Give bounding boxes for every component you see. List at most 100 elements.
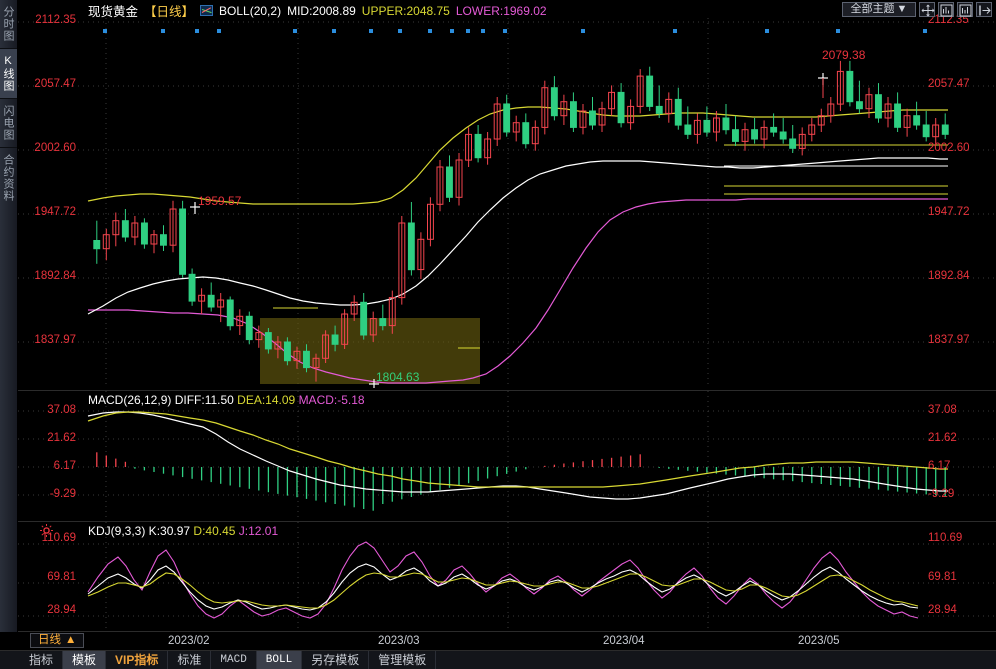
price-axis-label-left: 2057.47	[34, 78, 76, 90]
theme-select-label: 全部主题	[850, 3, 895, 15]
price-annotation-high-2: 2079.38	[822, 48, 866, 62]
bottom-item-template[interactable]: 模板	[63, 651, 107, 669]
indicator-name[interactable]: BOLL(20,2)	[219, 3, 282, 18]
date-axis-label: 2023/04	[603, 635, 645, 647]
sidebar-item-kline[interactable]: K线图	[0, 49, 17, 98]
macd-axis-label-right: -9.29	[928, 488, 955, 500]
chevron-down-icon: ▼	[896, 3, 908, 15]
price-axis-label-left: 1947.72	[34, 206, 76, 218]
macd-axis-label-left: 6.17	[53, 460, 76, 472]
kdj-axis-label-right: 69.81	[928, 571, 957, 583]
price-reference-lines	[724, 144, 948, 195]
kdj-title-main: KDJ(9,3,3) K:30.97	[88, 524, 191, 538]
fit-right-icon[interactable]	[957, 2, 973, 17]
bottom-item-boll[interactable]: BOLL	[256, 651, 303, 669]
bottom-toolbar: 指标 模板 VIP指标 标准 MACD BOLL 另存模板 管理模板	[0, 650, 996, 669]
macd-axis-label-left: -9.29	[49, 488, 76, 500]
boll-lower-line	[88, 198, 948, 384]
kdj-j-value: J:12.01	[238, 524, 279, 538]
bottom-item-manage-template[interactable]: 管理模板	[369, 651, 437, 669]
macd-diff-line	[87, 411, 948, 500]
fit-left-icon[interactable]	[938, 2, 954, 17]
kdj-axis-label-left: 110.69	[41, 532, 76, 544]
chart-header: 现货黄金 【日线】 BOLL(20,2) MID:2008.89 UPPER:2…	[18, 0, 996, 19]
kdj-axis-label-right: 28.94	[928, 604, 957, 616]
price-axis-label-right: 1892.84	[928, 270, 970, 282]
macd-value: MACD:-5.18	[298, 393, 365, 407]
price-axis-label-left: 1837.97	[34, 334, 76, 346]
macd-title-main: MACD(26,12,9) DIFF:11.50	[88, 393, 234, 407]
bottom-toolbar-spacer	[0, 651, 20, 669]
theme-select[interactable]: 全部主题 ▼	[842, 2, 916, 17]
price-axis-label-right: 2002.60	[928, 142, 970, 154]
boll-upper-value: UPPER:2048.75	[361, 3, 450, 18]
kdj-plot[interactable]	[18, 522, 996, 632]
date-axis-label: 2023/03	[378, 635, 420, 647]
symbol-name: 现货黄金	[88, 5, 139, 18]
macd-axis-label-left: 21.62	[47, 432, 76, 444]
macd-axis-label-right: 6.17	[928, 460, 951, 472]
period-selector[interactable]: 日线 ▲	[30, 633, 85, 648]
price-axis-label-right: 1947.72	[928, 206, 970, 218]
kdj-d-line	[87, 572, 919, 609]
sidebar-item-timeline[interactable]: 分时图	[2, 6, 14, 42]
kdj-pane[interactable]: KDJ(9,3,3) K:30.97 D:40.45 J:12.01	[18, 521, 996, 632]
period-selector-label: 日线	[38, 634, 61, 646]
macd-plot[interactable]	[18, 391, 996, 521]
bottom-toolbar-filler	[436, 651, 996, 669]
date-axis: 日线 ▲ 2023/02 2023/03 2023/04 2023/05	[18, 631, 996, 649]
sidebar-divider	[0, 147, 17, 148]
kdj-axis-label-left: 28.94	[47, 604, 76, 616]
macd-axis-label-left: 37.08	[47, 404, 76, 416]
caret-up-icon: ▲	[65, 634, 77, 646]
price-annotation-high-1: 1959.57	[198, 194, 242, 208]
boll-lower-value: LOWER:1969.02	[455, 3, 547, 18]
period-label: 【日线】	[144, 5, 195, 18]
candlestick-series	[93, 60, 949, 382]
price-axis-label-right: 2057.47	[928, 78, 970, 90]
sidebar-divider	[0, 48, 17, 49]
kdj-k-line	[87, 563, 919, 611]
sidebar-item-contract-info[interactable]: 合约资料	[2, 154, 14, 202]
bottom-item-save-template[interactable]: 另存模板	[302, 651, 370, 669]
macd-title: MACD(26,12,9) DIFF:11.50 DEA:14.09 MACD:…	[88, 393, 365, 407]
crosshair-move-icon[interactable]	[919, 2, 935, 17]
price-axis-label-left: 2002.60	[34, 142, 76, 154]
boll-upper-line	[87, 106, 948, 205]
kdj-d-value: D:40.45	[193, 524, 236, 538]
macd-dea-line	[87, 411, 948, 488]
left-sidebar: 分时图 K线图 闪电图 合约资料	[0, 0, 18, 632]
kdj-title: KDJ(9,3,3) K:30.97 D:40.45 J:12.01	[88, 524, 278, 538]
sidebar-item-lightning[interactable]: 闪电图	[2, 105, 14, 141]
chart-toolbar: 全部主题 ▼	[842, 2, 992, 17]
price-plot[interactable]	[18, 18, 996, 388]
price-axis-label-left: 2112.35	[35, 14, 76, 26]
low-marker-cross	[369, 379, 379, 388]
high-marker-cross-1	[190, 202, 200, 214]
boll-mid-value: MID:2008.89	[287, 3, 356, 18]
bottom-item-vip-indicators[interactable]: VIP指标	[106, 651, 169, 669]
kdj-j-line	[87, 541, 919, 619]
macd-axis-label-right: 21.62	[928, 432, 957, 444]
date-axis-label: 2023/02	[168, 635, 210, 647]
bottom-item-indicators[interactable]: 指标	[20, 651, 64, 669]
sidebar-divider	[0, 98, 17, 99]
macd-axis-label-right: 37.08	[928, 404, 957, 416]
macd-pane[interactable]: MACD(26,12,9) DIFF:11.50 DEA:14.09 MACD:…	[18, 390, 996, 521]
boll-chart-icon	[200, 5, 214, 16]
price-pane[interactable]: 1959.57 2079.38 1804.63	[18, 18, 996, 388]
price-axis-label-right: 2112.35	[928, 14, 969, 26]
expand-right-icon[interactable]	[976, 2, 992, 17]
date-axis-label: 2023/05	[798, 635, 840, 647]
kdj-axis-label-left: 69.81	[47, 571, 76, 583]
sun-icon[interactable]	[40, 524, 53, 537]
event-markers	[103, 29, 927, 33]
price-axis-label-right: 1837.97	[928, 334, 970, 346]
price-axis-label-left: 1892.84	[34, 270, 76, 282]
bottom-item-standard[interactable]: 标准	[168, 651, 212, 669]
boll-mid-line	[87, 157, 948, 315]
macd-dea-value: DEA:14.09	[237, 393, 296, 407]
price-annotation-low: 1804.63	[376, 370, 420, 384]
bottom-item-macd[interactable]: MACD	[211, 651, 257, 669]
